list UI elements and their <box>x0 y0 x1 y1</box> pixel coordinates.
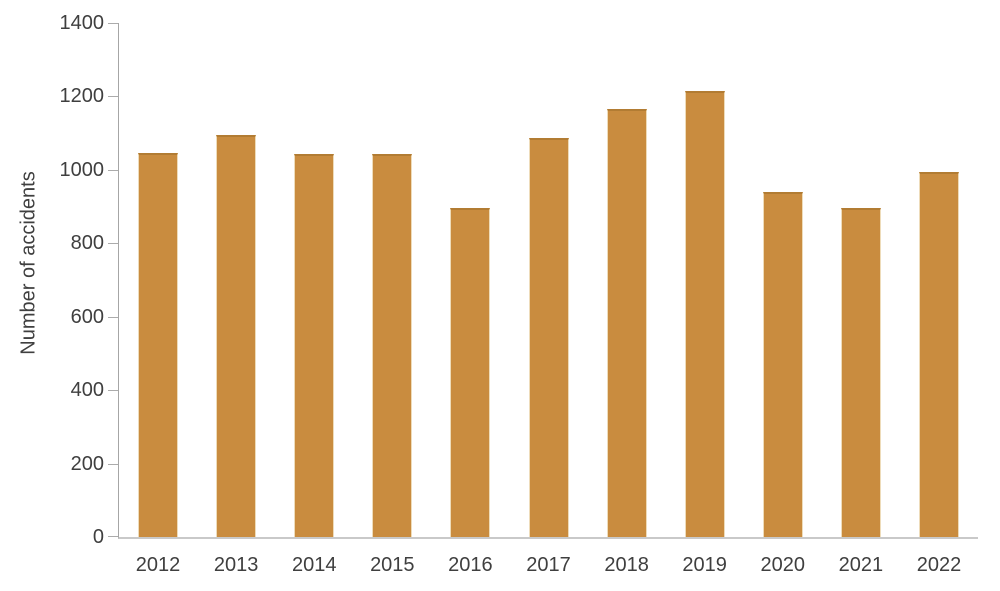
y-tick-label-1400: 1400 <box>59 12 105 34</box>
y-tick-mark-600 <box>108 316 118 318</box>
bar-2013 <box>216 134 257 537</box>
y-tick-label-800: 800 <box>70 232 104 255</box>
x-tick-label-2021: 2021 <box>838 554 884 576</box>
y-tick-label-600: 600 <box>70 305 104 328</box>
bar-2015 <box>372 154 413 537</box>
x-tick-label-2019: 2019 <box>682 554 727 576</box>
x-tick-label-2014: 2014 <box>291 554 337 576</box>
bar-2021 <box>840 207 881 537</box>
x-tick-label-2013: 2013 <box>213 554 259 576</box>
y-tick-mark-800 <box>108 243 118 245</box>
bar-2017 <box>528 137 569 537</box>
bar-2020 <box>762 191 803 537</box>
y-tick-label-200: 200 <box>70 452 104 475</box>
x-tick-label-2016: 2016 <box>448 554 493 576</box>
y-tick-label-1200: 1200 <box>59 85 105 108</box>
y-tick-mark-400 <box>108 390 118 392</box>
y-tick-mark-0 <box>108 536 118 537</box>
bar-2012 <box>138 152 179 537</box>
y-tick-mark-200 <box>108 463 118 465</box>
y-tick-mark-1400 <box>108 23 118 24</box>
y-tick-label-1000: 1000 <box>59 158 105 181</box>
bar-2019 <box>684 90 725 537</box>
y-tick-mark-1200 <box>108 96 118 98</box>
bar-2016 <box>450 208 491 537</box>
x-tick-label-2012: 2012 <box>135 554 181 576</box>
bar-2022 <box>918 171 959 537</box>
plot-area: 0 200 400 600 800 1000 1200 1400 2012 2013 2014 201… <box>60 12 978 576</box>
y-tick-mark-1000 <box>108 169 118 171</box>
y-tick-label-0: 0 <box>92 526 104 548</box>
x-tick-label-2020: 2020 <box>760 554 806 576</box>
x-tick-label-2017: 2017 <box>526 554 571 576</box>
y-tick-label-400: 400 <box>70 379 104 402</box>
x-tick-label-2015: 2015 <box>370 554 415 576</box>
x-tick-label-2022: 2022 <box>916 554 962 576</box>
x-tick-label-2018: 2018 <box>604 554 649 576</box>
bar-2014 <box>294 154 335 537</box>
bar-2018 <box>606 108 647 537</box>
y-axis-title: Number of accidents <box>17 171 40 355</box>
